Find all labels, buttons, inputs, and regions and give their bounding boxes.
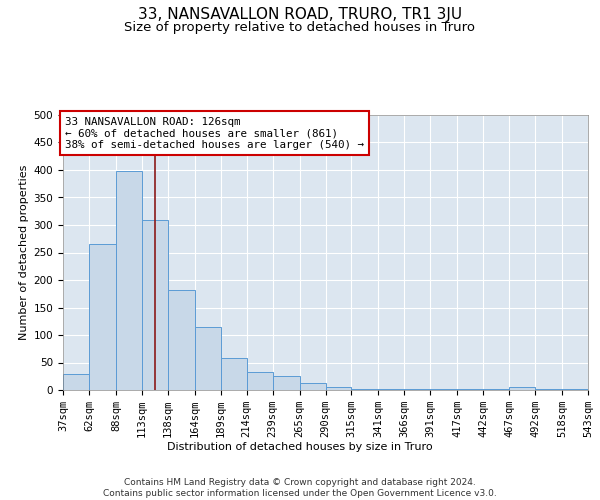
Text: 33, NANSAVALLON ROAD, TRURO, TR1 3JU: 33, NANSAVALLON ROAD, TRURO, TR1 3JU xyxy=(138,8,462,22)
Bar xyxy=(272,376,299,390)
Bar xyxy=(221,358,247,390)
Bar xyxy=(63,374,89,390)
Bar xyxy=(116,171,142,390)
Bar xyxy=(299,383,325,390)
Bar xyxy=(509,387,535,390)
Text: Contains HM Land Registry data © Crown copyright and database right 2024.
Contai: Contains HM Land Registry data © Crown c… xyxy=(103,478,497,498)
Bar xyxy=(247,372,272,390)
Text: Size of property relative to detached houses in Truro: Size of property relative to detached ho… xyxy=(125,21,476,34)
Text: 33 NANSAVALLON ROAD: 126sqm
← 60% of detached houses are smaller (861)
38% of se: 33 NANSAVALLON ROAD: 126sqm ← 60% of det… xyxy=(65,116,364,150)
Text: Distribution of detached houses by size in Truro: Distribution of detached houses by size … xyxy=(167,442,433,452)
Bar xyxy=(142,220,168,390)
Bar xyxy=(325,386,352,390)
Bar xyxy=(195,327,221,390)
Y-axis label: Number of detached properties: Number of detached properties xyxy=(19,165,29,340)
Bar xyxy=(168,290,195,390)
Bar xyxy=(352,389,379,390)
Bar xyxy=(89,244,116,390)
